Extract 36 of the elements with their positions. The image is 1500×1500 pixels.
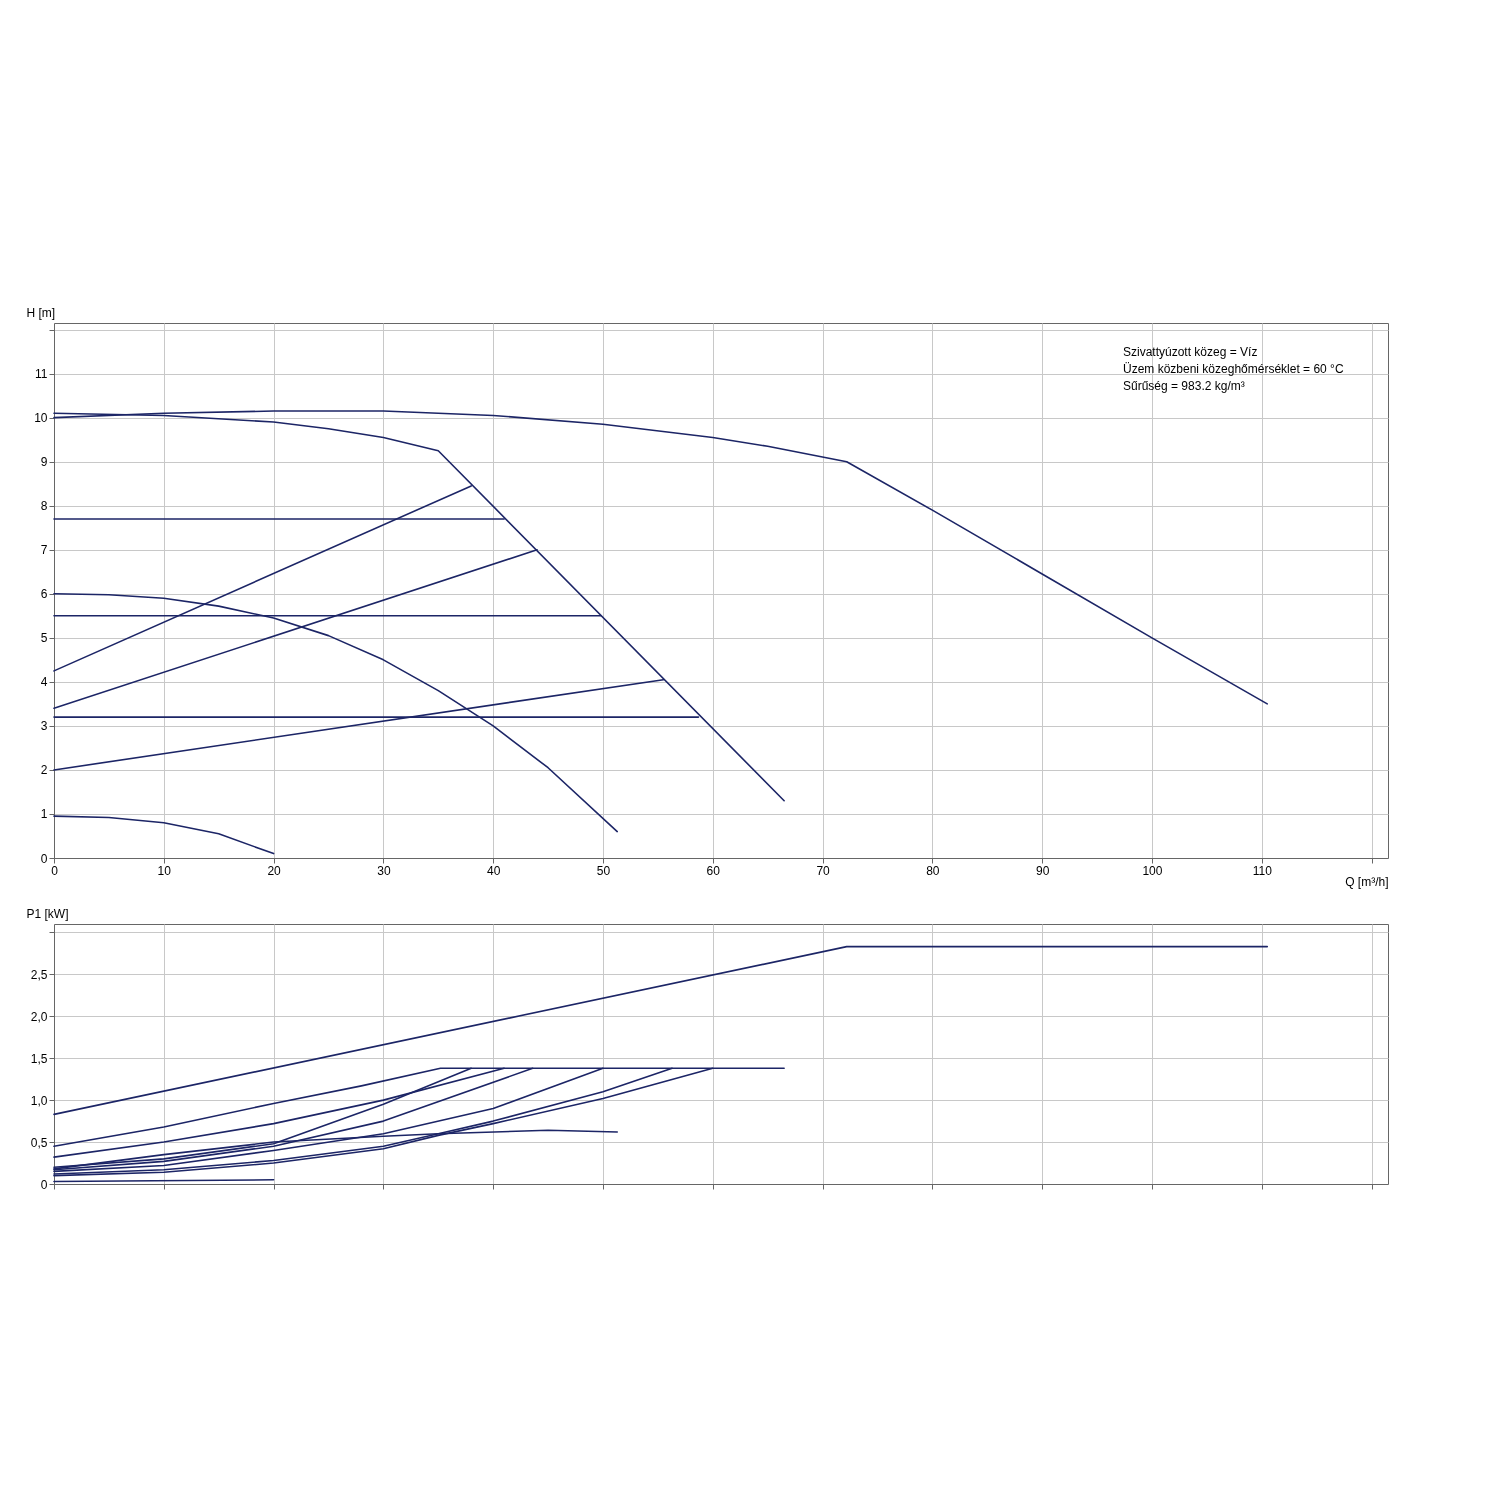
- annotation: Üzem közbeni közeghőmérséklet = 60 °C: [1123, 362, 1344, 376]
- y-tick-label: 11: [35, 367, 48, 382]
- y-tick-label: 2,5: [30, 967, 48, 982]
- y-tick-label: 5: [40, 631, 48, 646]
- annotation: Sűrűség = 983.2 kg/m³: [1123, 379, 1245, 393]
- y-tick-label: 8: [40, 499, 48, 514]
- y-tick-label: 7: [40, 543, 48, 558]
- x-tick-label: 110: [1252, 863, 1273, 878]
- y-tick-label: 0,5: [30, 1135, 48, 1150]
- x-tick-label: 20: [267, 863, 282, 878]
- x-tick-label: 60: [706, 863, 721, 878]
- x-tick-label: 10: [157, 863, 172, 878]
- y-tick-label: 2: [40, 763, 48, 778]
- x-tick-label: 90: [1035, 863, 1050, 878]
- x-tick-label: 80: [926, 863, 940, 878]
- y-tick-label: 2,0: [30, 1009, 48, 1024]
- x-tick-label: 70: [816, 863, 831, 878]
- y-tick-label: 1,5: [30, 1051, 48, 1066]
- x-tick-label: 0: [51, 863, 59, 878]
- y-tick-label: 1: [40, 807, 48, 822]
- y-tick-label: 0: [40, 851, 48, 866]
- y-tick-label: 4: [40, 675, 48, 690]
- y-axis-title: H [m]: [26, 305, 56, 320]
- y-tick-label: 9: [40, 455, 48, 470]
- x-tick-label: 100: [1142, 863, 1163, 878]
- y-tick-label: 10: [34, 411, 48, 426]
- y-tick-label: 6: [40, 587, 48, 602]
- x-tick-label: 50: [596, 863, 611, 878]
- x-tick-label: 30: [377, 863, 391, 878]
- y-tick-label: 1,0: [30, 1093, 48, 1108]
- x-axis-title: Q [m³/h]: [1345, 874, 1389, 889]
- x-tick-label: 40: [487, 863, 501, 878]
- y-tick-label: 0: [40, 1177, 48, 1192]
- annotation: Szivattyúzott közeg = Víz: [1123, 345, 1258, 359]
- y-tick-label: 3: [40, 719, 48, 734]
- y-axis-title: P1 [kW]: [26, 906, 69, 921]
